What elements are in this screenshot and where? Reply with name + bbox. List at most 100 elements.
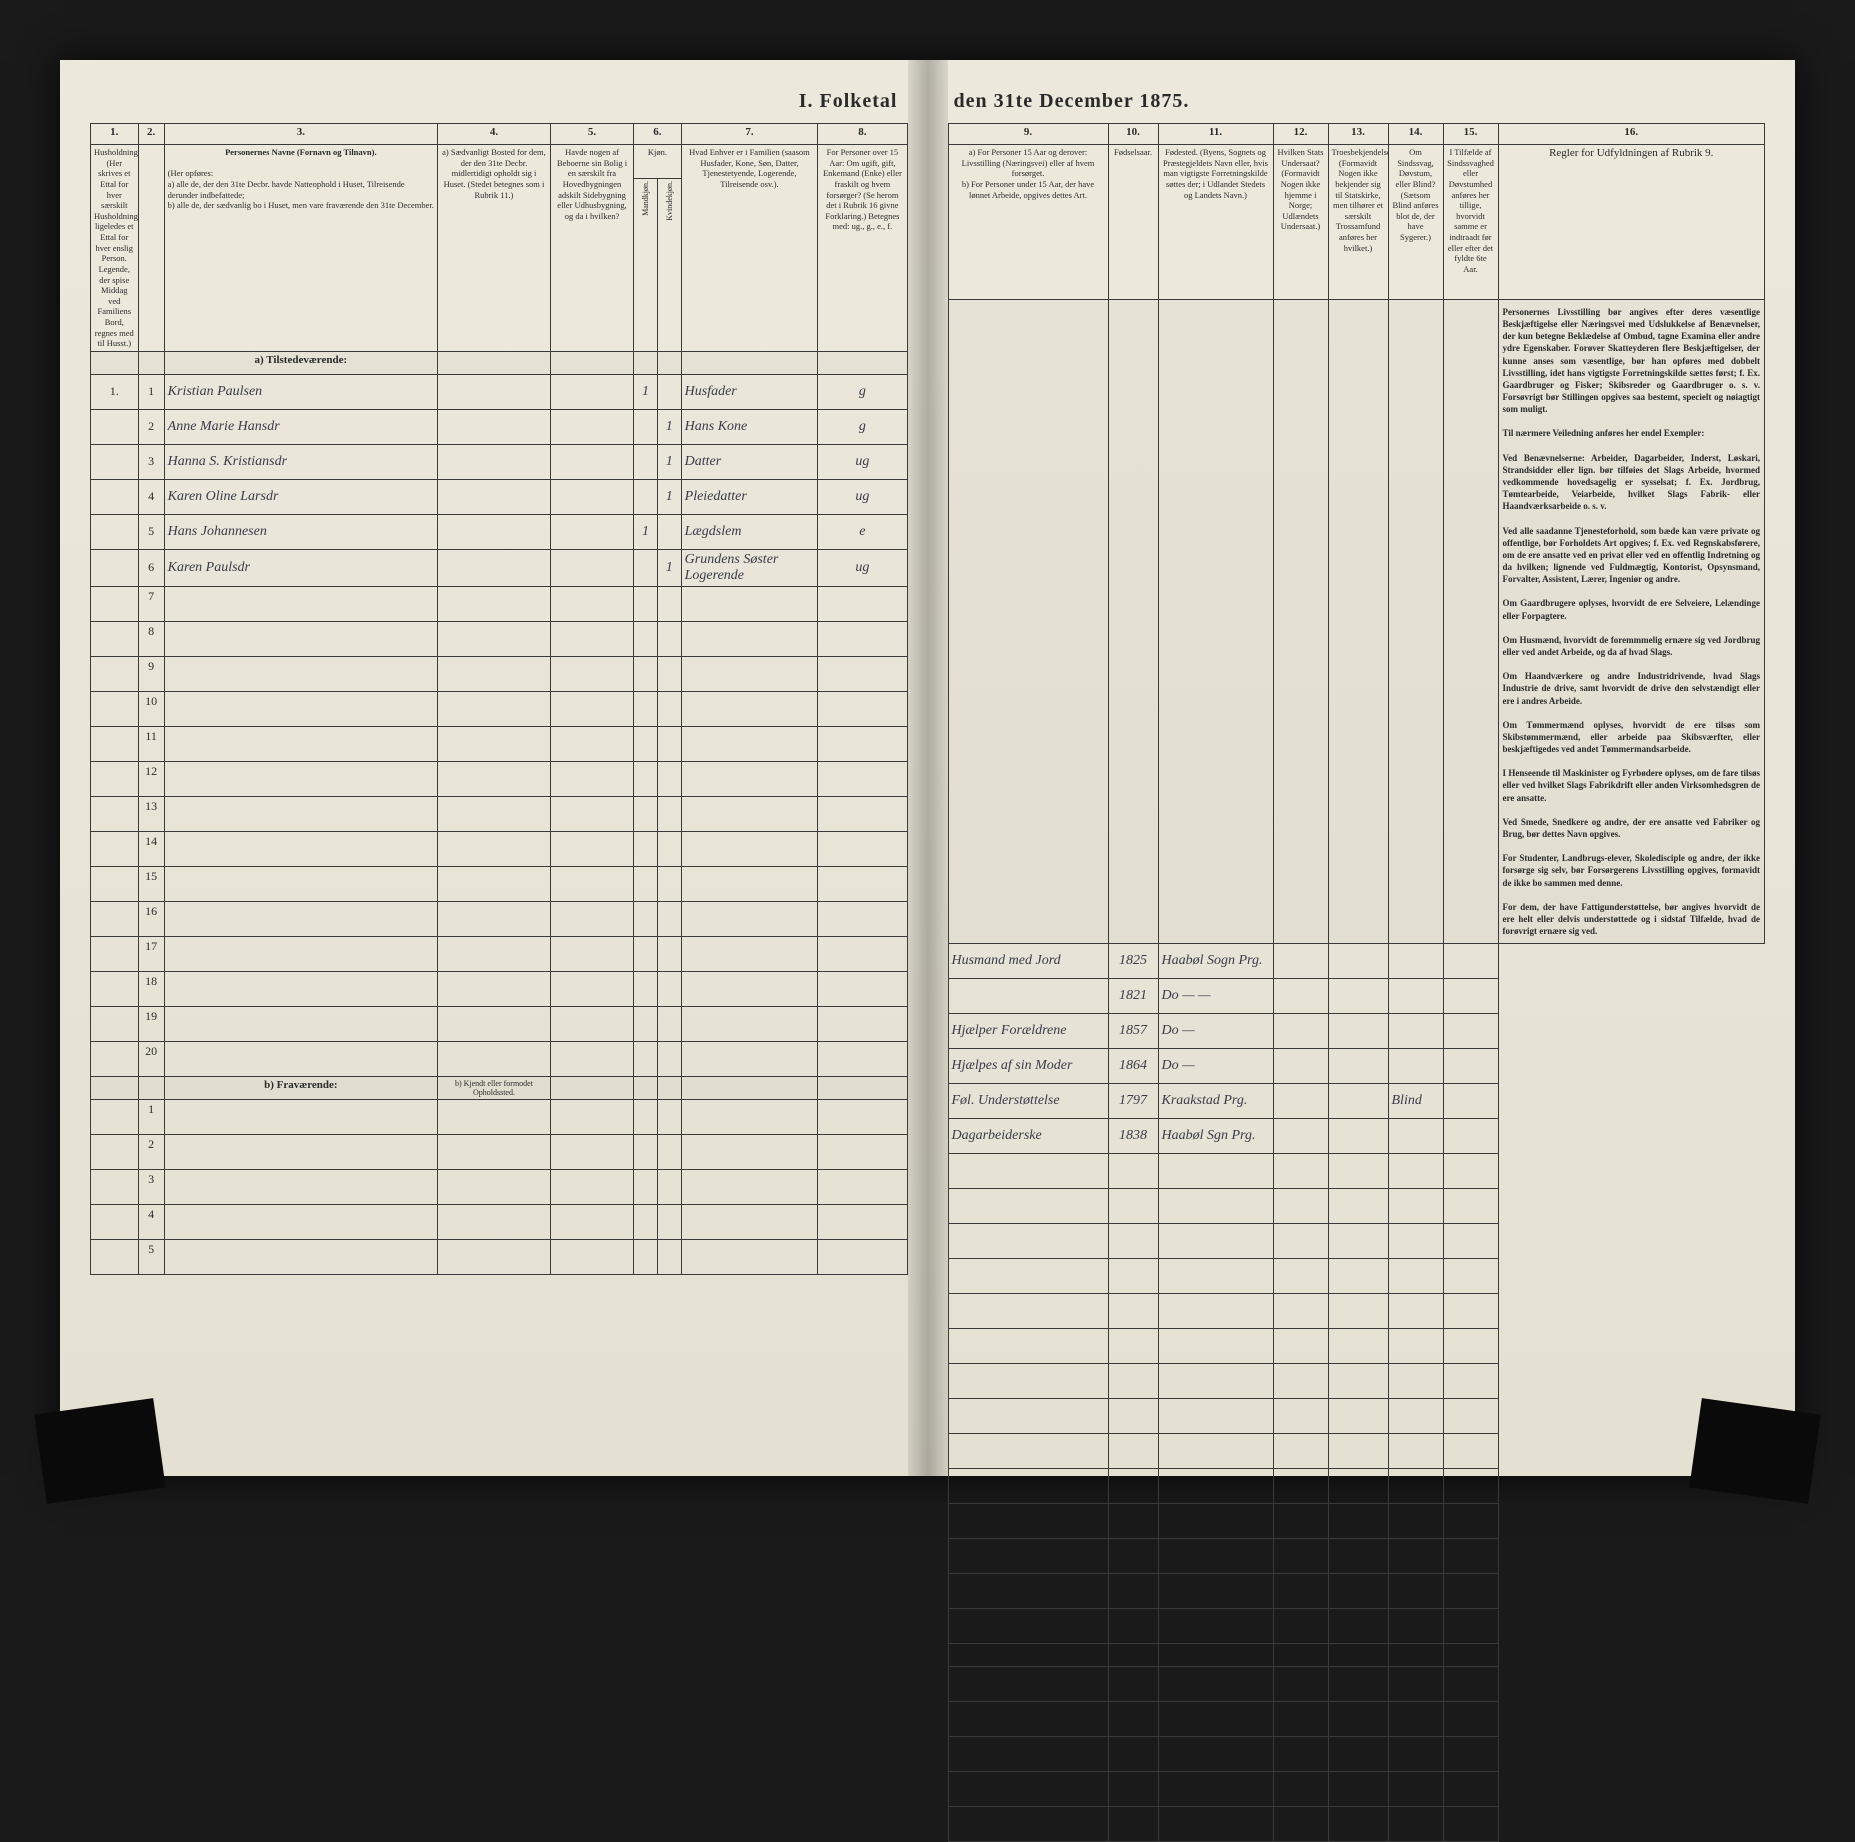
person-num: 5 [138, 514, 164, 549]
col7-header: Hvad Enhver er i Familien (saasom Husfad… [681, 145, 818, 352]
cell-occupation [948, 979, 1108, 1014]
section-b-row: b) Fraværende: b) Kjendt eller formodet … [91, 1076, 908, 1099]
col13-header: Troesbekjendelse. (Formavidt Nogen ikke … [1328, 145, 1388, 300]
col4-header-b: b) Kjendt eller formodet Opholdssted. [438, 1076, 551, 1099]
page-corner-clip [1689, 1398, 1820, 1504]
page-title-left: I. Folketal [90, 90, 908, 113]
cell-c12 [1273, 1119, 1328, 1154]
cell-c13 [1328, 1049, 1388, 1084]
table-row-empty [948, 1702, 1765, 1737]
cell-birthplace: Haabøl Sogn Prg. [1158, 944, 1273, 979]
person-num: 16 [138, 901, 164, 936]
cell-occupation: Hjælper Forældrene [948, 1014, 1108, 1049]
cell-sex-k: 1 [657, 479, 681, 514]
cell-civil: ug [818, 479, 907, 514]
cell-c14 [1388, 1049, 1443, 1084]
person-num: 6 [138, 549, 164, 586]
person-num: 14 [138, 831, 164, 866]
col2-num: 2. [138, 124, 164, 145]
person-num: 12 [138, 761, 164, 796]
col15-num: 15. [1443, 124, 1498, 145]
table-row-empty [948, 1364, 1765, 1399]
page-title-right: den 31te December 1875. [948, 90, 1766, 113]
cell-family: Lægdslem [681, 514, 818, 549]
col11-header: Fødested. (Byens, Sognets og Præstegjeld… [1158, 145, 1273, 300]
cell-birthplace: Do — — [1158, 979, 1273, 1014]
cell-civil: e [818, 514, 907, 549]
table-row-empty: 1 [91, 1099, 908, 1134]
cell-c15 [1443, 979, 1498, 1014]
person-num: 3 [138, 444, 164, 479]
table-row-empty: 15 [91, 866, 908, 901]
person-num: 17 [138, 936, 164, 971]
table-row-empty [948, 1259, 1765, 1294]
table-row: 3Hanna S. Kristiansdr1Datterug [91, 444, 908, 479]
cell-family: Pleiedatter [681, 479, 818, 514]
table-row-empty [948, 1772, 1765, 1807]
household-num [91, 409, 139, 444]
cell-birthyear: 1825 [1108, 944, 1158, 979]
cell-sex-k: 1 [657, 549, 681, 586]
cell-birthyear: 1838 [1108, 1119, 1158, 1154]
cell-c5 [550, 374, 633, 409]
cell-c4 [438, 409, 551, 444]
table-row: 5Hans Johannesen1Lægdsleme [91, 514, 908, 549]
col3-title: Personernes Navne (Fornavn og Tilnavn). [225, 147, 377, 157]
cell-birthplace: Do — [1158, 1014, 1273, 1049]
cell-sex-k [657, 374, 681, 409]
col5-header: Havde nogen af Beboerne sin Bolig i en s… [550, 145, 633, 352]
table-row-empty [948, 1609, 1765, 1644]
table-row-empty: 4 [91, 1204, 908, 1239]
col6-num: 6. [634, 124, 682, 145]
table-row: Dagarbeiderske1838Haabøl Sgn Prg. [948, 1119, 1765, 1154]
cell-sex-k: 1 [657, 444, 681, 479]
table-row: 1821Do — — [948, 979, 1765, 1014]
col12-header: Hvilken Stats Undersaat? (Formavidt Noge… [1273, 145, 1328, 300]
cell-birthyear: 1864 [1108, 1049, 1158, 1084]
cell-c4 [438, 374, 551, 409]
section-b-row-r [948, 1644, 1765, 1667]
col1-num: 1. [91, 124, 139, 145]
table-row-empty [948, 1574, 1765, 1609]
section-a-row-r: Personernes Livsstilling bør angives eft… [948, 300, 1765, 944]
col15-header: I Tilfælde af Sindssvaghed eller Døvstum… [1443, 145, 1498, 300]
person-num: 10 [138, 691, 164, 726]
person-num: 18 [138, 971, 164, 1006]
page-corner-clip [34, 1398, 165, 1504]
col9-num: 9. [948, 124, 1108, 145]
cell-c14 [1388, 944, 1443, 979]
cell-c13 [1328, 979, 1388, 1014]
cell-c12 [1273, 1049, 1328, 1084]
cell-c5 [550, 514, 633, 549]
col9-header: a) For Personer 15 Aar og derover: Livss… [948, 145, 1108, 300]
cell-c5 [550, 479, 633, 514]
cell-birthplace: Do — [1158, 1049, 1273, 1084]
col3-body: (Her opføres: a) alle de, der den 31te D… [168, 168, 434, 211]
person-num: 2 [138, 1134, 164, 1169]
col7-num: 7. [681, 124, 818, 145]
table-row-empty [948, 1399, 1765, 1434]
col11-num: 11. [1158, 124, 1273, 145]
col4-num: 4. [438, 124, 551, 145]
table-row-empty: 10 [91, 691, 908, 726]
cell-birthplace: Kraakstad Prg. [1158, 1084, 1273, 1119]
census-table-left: 1. 2. 3. 4. 5. 6. 7. 8. Husholdninger. (… [90, 123, 908, 1275]
person-num: 2 [138, 409, 164, 444]
table-row-empty: 5 [91, 1239, 908, 1274]
cell-family: Hans Kone [681, 409, 818, 444]
table-row-empty [948, 1329, 1765, 1364]
col13-num: 13. [1328, 124, 1388, 145]
person-num: 3 [138, 1169, 164, 1204]
person-num: 7 [138, 586, 164, 621]
table-row-empty [948, 1189, 1765, 1224]
col3-header: Personernes Navne (Fornavn og Tilnavn). … [164, 145, 437, 352]
cell-birthyear: 1821 [1108, 979, 1158, 1014]
person-name: Hans Johannesen [164, 514, 437, 549]
person-num: 15 [138, 866, 164, 901]
col14-num: 14. [1388, 124, 1443, 145]
cell-c4 [438, 444, 551, 479]
household-num [91, 444, 139, 479]
person-num: 4 [138, 1204, 164, 1239]
table-row: 4Karen Oline Larsdr1Pleiedatterug [91, 479, 908, 514]
cell-birthplace: Haabøl Sgn Prg. [1158, 1119, 1273, 1154]
